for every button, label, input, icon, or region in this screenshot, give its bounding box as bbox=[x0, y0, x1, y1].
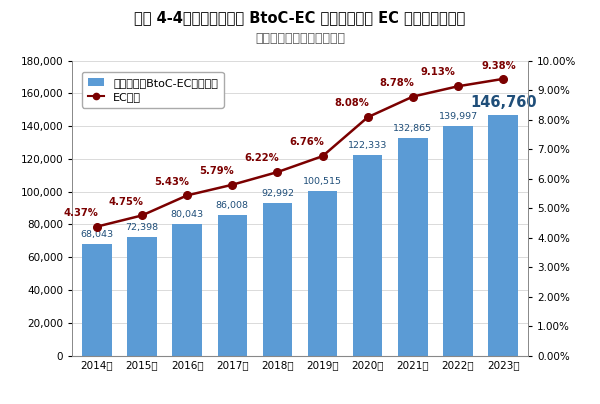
Text: 図表 4-4：物販系分野の BtoC-EC 市場規模及び EC 化率の経年推移: 図表 4-4：物販系分野の BtoC-EC 市場規模及び EC 化率の経年推移 bbox=[134, 10, 466, 25]
Bar bbox=[488, 115, 518, 356]
Text: 9.13%: 9.13% bbox=[420, 67, 455, 78]
Text: 68,043: 68,043 bbox=[80, 230, 113, 239]
Text: 6.76%: 6.76% bbox=[289, 137, 324, 147]
Text: 100,515: 100,515 bbox=[303, 177, 342, 186]
Bar bbox=[308, 191, 337, 356]
Text: 92,992: 92,992 bbox=[261, 189, 294, 198]
Bar bbox=[263, 203, 292, 356]
Legend: 物販系分野BtoC-EC市場規模, EC化率: 物販系分野BtoC-EC市場規模, EC化率 bbox=[82, 72, 224, 107]
Text: 139,997: 139,997 bbox=[439, 112, 478, 121]
Text: 6.22%: 6.22% bbox=[244, 153, 279, 163]
Text: 8.78%: 8.78% bbox=[380, 78, 415, 88]
Bar bbox=[353, 155, 382, 356]
Bar bbox=[172, 224, 202, 356]
Text: 80,043: 80,043 bbox=[170, 210, 203, 219]
Text: （市場規模の単位：億円）: （市場規模の単位：億円） bbox=[255, 32, 345, 45]
Text: 5.79%: 5.79% bbox=[199, 166, 234, 176]
Bar bbox=[218, 215, 247, 356]
Text: 86,008: 86,008 bbox=[216, 201, 249, 210]
Text: 132,865: 132,865 bbox=[394, 124, 433, 133]
Bar bbox=[127, 237, 157, 356]
Text: 8.08%: 8.08% bbox=[334, 99, 370, 108]
Text: 4.75%: 4.75% bbox=[109, 197, 143, 206]
Text: 9.38%: 9.38% bbox=[481, 61, 516, 71]
Text: 146,760: 146,760 bbox=[470, 95, 536, 110]
Text: 122,333: 122,333 bbox=[348, 141, 388, 150]
Text: 72,398: 72,398 bbox=[125, 223, 158, 232]
Bar bbox=[398, 138, 428, 356]
Text: 4.37%: 4.37% bbox=[64, 208, 98, 218]
Bar bbox=[443, 126, 473, 356]
Bar bbox=[82, 244, 112, 356]
Text: 5.43%: 5.43% bbox=[154, 177, 189, 187]
